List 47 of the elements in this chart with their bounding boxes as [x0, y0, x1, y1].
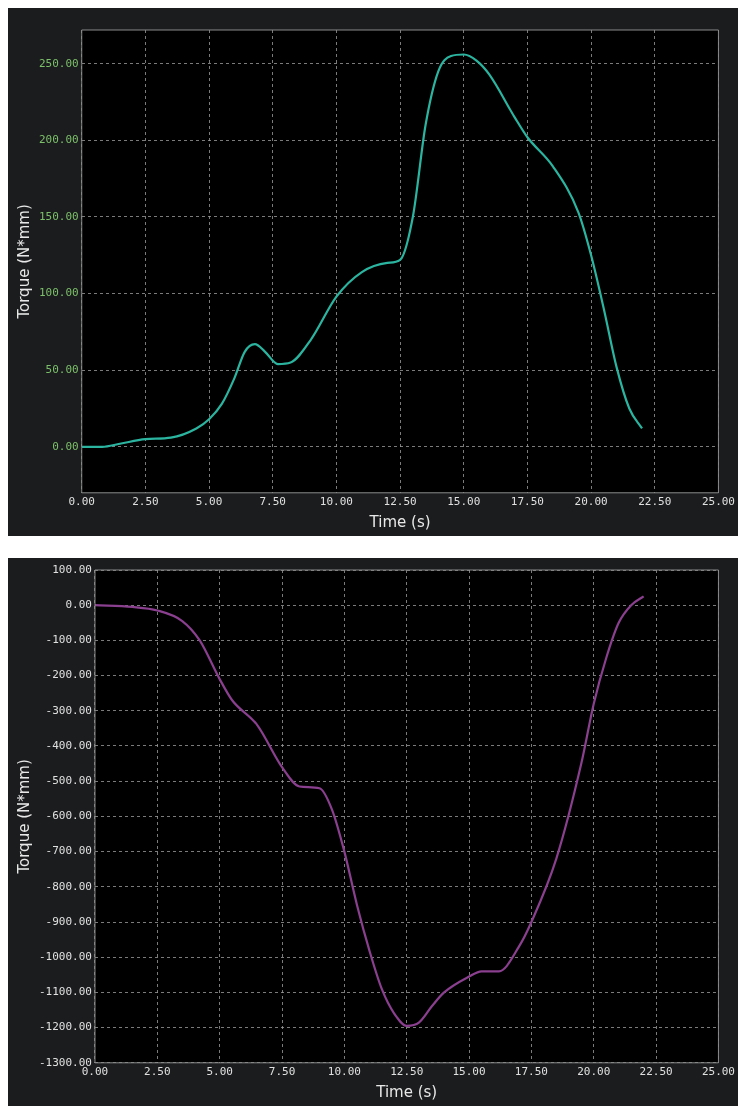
y-tick-label: 150.00	[38, 209, 79, 223]
y-tick-label: 100.00	[52, 562, 92, 576]
y-tick-label: -500.00	[45, 774, 92, 788]
x-tick-label: 20.00	[577, 1065, 611, 1079]
y-tick-label: 100.00	[38, 286, 79, 300]
y-tick-label: -800.00	[45, 879, 92, 893]
x-tick-label: 15.00	[447, 495, 481, 509]
x-tick-label: 15.00	[452, 1065, 486, 1079]
y-axis-title: Torque (N*mm)	[14, 759, 33, 875]
x-tick-label: 12.50	[383, 495, 417, 509]
x-tick-label: 5.00	[195, 495, 223, 509]
x-tick-label: 10.00	[327, 1065, 361, 1079]
x-tick-label: 17.50	[514, 1065, 548, 1079]
y-tick-label: -1000.00	[39, 950, 92, 964]
y-tick-label: 200.00	[38, 133, 79, 147]
x-tick-label: 20.00	[574, 495, 608, 509]
y-tick-label: 50.00	[45, 363, 79, 377]
y-tick-label: -1200.00	[39, 1020, 92, 1034]
y-tick-label: -1100.00	[39, 985, 92, 999]
y-tick-label: -100.00	[45, 633, 92, 647]
x-tick-label: 17.50	[510, 495, 544, 509]
y-tick-label: 0.00	[65, 598, 92, 612]
line-series	[81, 53, 644, 448]
y-axis-title: Torque (N*mm)	[14, 204, 33, 320]
y-tick-label: -300.00	[45, 703, 92, 717]
x-tick-label: 5.00	[206, 1065, 233, 1079]
y-tick-label: -700.00	[45, 844, 92, 858]
x-axis-title: Time (s)	[368, 512, 431, 531]
x-tick-label: 10.00	[319, 495, 353, 509]
x-tick-label: 7.50	[268, 1065, 296, 1079]
x-tick-label: 0.00	[81, 1065, 109, 1079]
x-axis-title: Time (s)	[375, 1082, 438, 1101]
y-tick-label: -200.00	[45, 668, 92, 682]
y-tick-label: 250.00	[38, 56, 79, 70]
x-tick-label: 7.50	[259, 495, 286, 509]
x-tick-label: 12.50	[390, 1065, 424, 1079]
x-tick-label: 22.50	[638, 495, 672, 509]
line-series	[94, 595, 645, 1027]
x-tick-label: 25.00	[701, 1065, 736, 1079]
x-tick-label: 22.50	[639, 1065, 673, 1079]
y-tick-label: -400.00	[45, 738, 92, 752]
y-tick-label: -600.00	[45, 809, 92, 823]
y-tick-label: 0.00	[52, 439, 79, 453]
x-tick-label: 25.00	[701, 495, 736, 509]
y-tick-label: -900.00	[45, 914, 92, 928]
x-tick-label: 2.50	[132, 495, 159, 509]
x-tick-label: 2.50	[144, 1065, 171, 1079]
